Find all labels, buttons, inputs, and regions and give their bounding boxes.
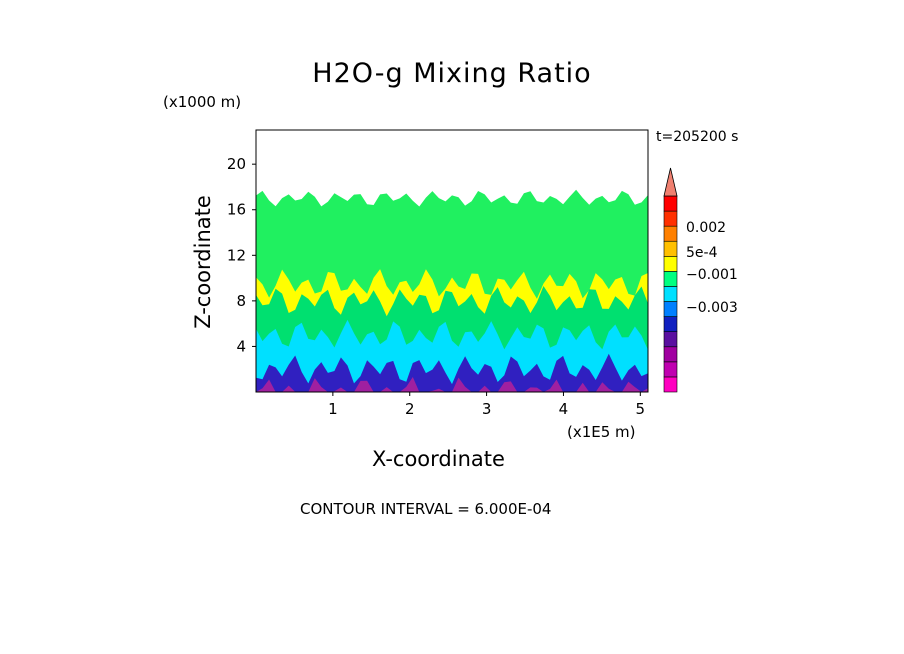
y-tick-label: 8 <box>236 292 246 310</box>
x-tick-label: 2 <box>405 400 415 418</box>
x-tick-label: 3 <box>482 400 492 418</box>
colorbar-segment <box>663 240 678 257</box>
colorbar-segment <box>663 301 678 317</box>
plot-frame <box>255 129 649 393</box>
y-tick-label: 20 <box>227 155 246 173</box>
colorbar-segment <box>663 346 678 363</box>
y-tick-label: 4 <box>236 337 246 355</box>
colorbar-label: 0.002 <box>686 220 726 236</box>
x-tick-label: 1 <box>328 400 338 418</box>
contour-layer-lower <box>256 353 648 392</box>
colorbar-segment <box>663 331 678 348</box>
y-ticks: 4 8 12 16 20 <box>227 155 256 355</box>
colorbar-label: −0.001 <box>686 267 738 283</box>
y-tick-label: 12 <box>227 246 246 264</box>
y-tick-label: 16 <box>227 201 246 219</box>
colorbar-segment <box>663 286 678 302</box>
contour-layer-lowest <box>256 377 648 392</box>
chart-title: H2O-g Mixing Ratio <box>312 58 592 89</box>
colorbar-arrow <box>663 167 678 197</box>
time-label: t=205200 s <box>656 129 739 145</box>
plot-area <box>255 129 649 393</box>
colorbar-segment <box>663 256 678 272</box>
colorbar-segment <box>663 316 678 332</box>
x-tick-label: 5 <box>636 400 646 418</box>
colorbar-segment <box>663 271 678 287</box>
x-axis-label: X-coordinate <box>372 447 505 471</box>
x-scale-label: (x1E5 m) <box>567 423 636 441</box>
colorbar-segment <box>663 361 678 378</box>
contour-interval-label: CONTOUR INTERVAL = 6.000E-04 <box>300 500 552 518</box>
colorbar-segment <box>663 195 678 212</box>
x-tick-label: 4 <box>559 400 569 418</box>
colorbar-segment <box>663 210 678 227</box>
colorbar-segment <box>663 225 678 242</box>
contour-layer-mid <box>256 319 648 392</box>
colorbar-segment <box>663 376 678 393</box>
colorbar: 0.002 5e-4 −0.001 −0.003 <box>663 167 738 393</box>
x-ticks: 1 2 3 4 5 <box>328 392 645 418</box>
y-scale-label: (x1000 m) <box>163 93 242 111</box>
colorbar-label: 5e-4 <box>686 245 718 261</box>
colorbar-label: −0.003 <box>686 300 738 316</box>
